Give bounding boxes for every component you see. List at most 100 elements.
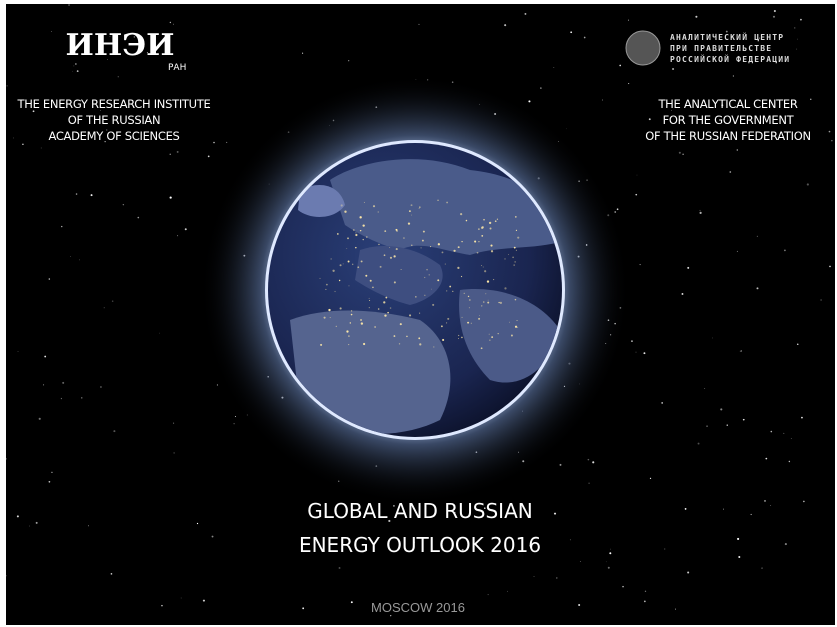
city-light (467, 295, 470, 298)
star (48, 480, 51, 483)
star (146, 51, 148, 54)
city-light (326, 283, 328, 286)
star (51, 31, 52, 32)
star (51, 471, 53, 473)
city-light (508, 254, 509, 256)
star (137, 216, 140, 219)
city-light (442, 338, 445, 342)
city-light (334, 290, 336, 293)
star (721, 104, 724, 107)
star (682, 153, 684, 155)
left-org-line: THE ENERGY RESEARCH INSTITUTE (17, 97, 211, 111)
city-light (458, 334, 460, 337)
city-light (457, 266, 460, 270)
city-light (336, 233, 339, 235)
left-org-line: ACADEMY OF SCIENCES (48, 129, 179, 143)
city-light (393, 335, 396, 337)
city-light (446, 290, 448, 292)
city-light (515, 229, 518, 231)
city-light (496, 218, 499, 220)
city-light (460, 213, 463, 216)
star (609, 552, 612, 555)
city-light (407, 222, 411, 225)
star (553, 512, 557, 515)
star (736, 250, 738, 252)
city-light (468, 298, 471, 301)
star (22, 143, 24, 145)
city-light (350, 310, 353, 312)
city-light (419, 312, 421, 314)
star (583, 36, 586, 39)
city-light (360, 260, 363, 263)
star (504, 24, 507, 27)
star (302, 52, 304, 54)
star (648, 118, 651, 121)
city-light (362, 238, 364, 241)
star (122, 203, 125, 206)
star (831, 139, 833, 142)
city-light (508, 321, 510, 323)
star (732, 75, 734, 77)
star (622, 585, 624, 588)
city-light (377, 308, 380, 310)
star (706, 425, 708, 427)
star (726, 424, 728, 426)
city-light (482, 266, 484, 268)
star (722, 508, 724, 510)
city-light (480, 226, 484, 230)
star (38, 417, 41, 420)
star (587, 458, 590, 461)
star (202, 599, 205, 602)
city-light (335, 325, 337, 327)
city-light (353, 229, 355, 231)
star (61, 225, 63, 228)
title-line: GLOBAL AND RUSSIAN (307, 499, 532, 523)
star (169, 196, 172, 199)
city-light (383, 301, 386, 304)
city-light (447, 317, 450, 320)
city-light (424, 276, 426, 279)
city-light (478, 317, 481, 320)
star (643, 352, 646, 355)
city-light (513, 264, 515, 266)
city-light (411, 214, 413, 216)
star (90, 194, 93, 197)
star (772, 15, 776, 18)
star (704, 388, 706, 389)
star (483, 507, 486, 509)
star (184, 228, 187, 231)
star (770, 430, 773, 433)
city-light (387, 311, 389, 314)
star (348, 60, 350, 62)
city-light (347, 260, 350, 263)
star (764, 500, 766, 502)
city-light (410, 204, 413, 207)
city-light (379, 265, 382, 268)
star (742, 418, 745, 421)
city-light (359, 229, 362, 232)
city-light (330, 258, 332, 260)
city-light (344, 210, 347, 213)
star (29, 525, 30, 527)
star (578, 603, 581, 607)
star (528, 100, 531, 103)
star (829, 265, 831, 268)
city-light (493, 279, 495, 281)
star (461, 548, 464, 551)
city-light (481, 265, 483, 267)
city-light (384, 230, 387, 232)
city-light (483, 301, 485, 303)
star (761, 567, 763, 569)
city-light (338, 279, 341, 282)
city-light (357, 266, 360, 269)
city-light (346, 330, 349, 333)
star (5, 575, 7, 577)
city-light (504, 258, 506, 260)
star (213, 141, 215, 144)
star (588, 482, 590, 484)
city-light (458, 338, 459, 340)
star (699, 211, 702, 215)
city-light (415, 296, 417, 298)
star (117, 76, 119, 78)
